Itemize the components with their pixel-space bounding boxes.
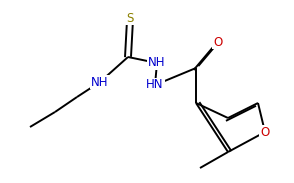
Text: S: S	[126, 12, 134, 25]
Text: O: O	[260, 126, 270, 139]
Text: O: O	[213, 36, 223, 48]
Text: NH: NH	[91, 76, 109, 89]
Text: HN: HN	[146, 79, 164, 92]
Text: NH: NH	[148, 57, 166, 70]
